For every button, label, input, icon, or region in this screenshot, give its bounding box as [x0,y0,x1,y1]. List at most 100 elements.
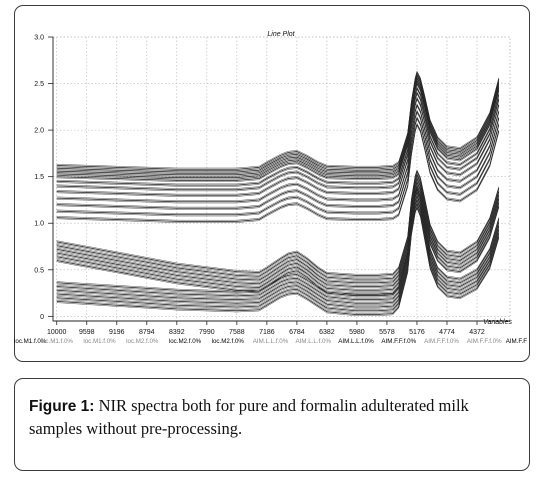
spectrum-line [56,178,500,284]
spectrum-line [56,189,500,298]
spectrum-line [56,83,500,181]
x-tick-label: 9196 [109,329,125,336]
spectrum-line [56,112,500,210]
case-label: AIM.F.F.f.0% [424,338,459,345]
spectrum-line [56,203,500,312]
spectrum-line [56,80,500,178]
spectrum-line [56,105,500,204]
spectrum-line [56,189,500,295]
x-tick-label: 10000 [47,329,67,336]
spectrum-line [56,191,500,299]
x-tick-label: 7186 [259,329,275,336]
case-label: loc.M1.f.0% [41,338,74,345]
case-label: loc.M1.f.0% [14,338,47,345]
x-tick-label: 8392 [169,329,185,336]
case-label: AIM.L.L.f.0% [296,338,332,345]
y-tick-label: 3.0 [34,35,44,42]
spectrum-line [56,205,500,314]
spectrum-line [56,173,500,279]
spectrum-line [56,175,500,281]
spectrum-line [56,124,500,222]
spectrum-line [56,104,500,203]
spectrum-line [56,202,500,310]
y-tick-label: 0.5 [34,267,44,274]
spectrum-line [56,82,500,180]
spectrum-line [56,185,500,291]
spectrum-line [56,197,500,305]
spectrum-line [56,177,500,282]
spectrum-line [56,93,500,192]
spectrum-line [56,79,500,177]
spectrum-line [56,194,500,303]
case-label: loc.M2.f.0% [212,338,245,345]
caption-body: NIR spectra both for pure and formalin a… [29,396,469,438]
spectrum-line [56,172,500,277]
spectrum-line [56,180,500,286]
x-tick-label: 7990 [199,329,215,336]
x-tick-label: 5578 [379,329,395,336]
spectrum-line [56,87,500,186]
spectrum-line [56,98,500,196]
spectrum-line [56,76,500,174]
spectrum-line [56,74,500,173]
figure-caption-box: Figure 1: NIR spectra both for pure and … [14,378,530,471]
spectrum-line [56,208,500,316]
x-tick-label: 8794 [139,329,155,336]
case-label: AIM.F.F.f.0% [467,338,502,345]
spectrum-line [56,193,500,302]
case-label: AIM.F.F.f.0% [381,338,416,345]
spectrum-line [56,170,500,276]
spectrum-line [56,169,500,275]
spectrum-line [56,179,500,285]
spectrum-line [56,103,500,201]
spectrum-line [56,86,500,185]
x-tick-label: 4372 [469,329,485,336]
case-label: loc.M2.f.0% [169,338,202,345]
y-tick-label: 2.5 [34,81,44,88]
spectrum-line [56,70,500,169]
spectrum-line [56,181,500,287]
spectrum-line [56,207,500,315]
spectrum-line [56,110,500,208]
spectrum-line [56,199,500,308]
figure-caption: Figure 1: NIR spectra both for pure and … [29,395,519,440]
spectrum-line [56,204,500,313]
spectrum-line [56,123,500,221]
caption-label: Figure 1: [29,398,95,415]
spectrum-line [56,77,500,176]
spectrum-line [56,117,500,216]
case-label: loc.M1.f.0% [83,338,116,345]
spectrum-line [56,198,500,307]
axes: 0 0.5 1.0 1.5 2.0 2.5 3.0 10000 9598 9196 8794 8392… [34,35,510,336]
y-tick-label: 0 [40,314,44,321]
x-tick-label: 5176 [409,329,425,336]
spectrum-line [56,84,500,182]
x-tick-label: 5980 [349,329,365,336]
spectrum-line [56,97,500,195]
spectrum-line [56,183,500,288]
x-tick-label: 6382 [319,329,335,336]
spectrum-line [56,99,500,197]
spectrum-line [56,188,500,297]
series-lines [56,70,500,316]
spectrum-line [56,116,500,214]
x-tick-label: 6784 [289,329,305,336]
spectrum-line [56,195,500,304]
y-tick-label: 1.5 [34,174,44,181]
spectrum-line [56,200,500,309]
spectrum-line [56,73,500,172]
spectrum-line [56,118,500,217]
spectrum-line [56,188,500,294]
case-label: AIM.L.L.f.0% [338,338,374,345]
spectrum-line [56,89,500,187]
case-labels: loc.M1.f.0%loc.M1.f.0% loc.M1.f.0% loc.M2.… [14,338,527,345]
spectrum-line [56,72,500,170]
y-tick-label: 2.0 [34,128,44,135]
x-axis-label: Variables [483,319,512,326]
spectrum-line [56,92,500,191]
case-label: loc.M2.f.0% [126,338,159,345]
spectrum-line [56,187,500,295]
x-tick-label: 9598 [79,329,95,336]
case-label: AIM.L.L.f.0% [253,338,289,345]
